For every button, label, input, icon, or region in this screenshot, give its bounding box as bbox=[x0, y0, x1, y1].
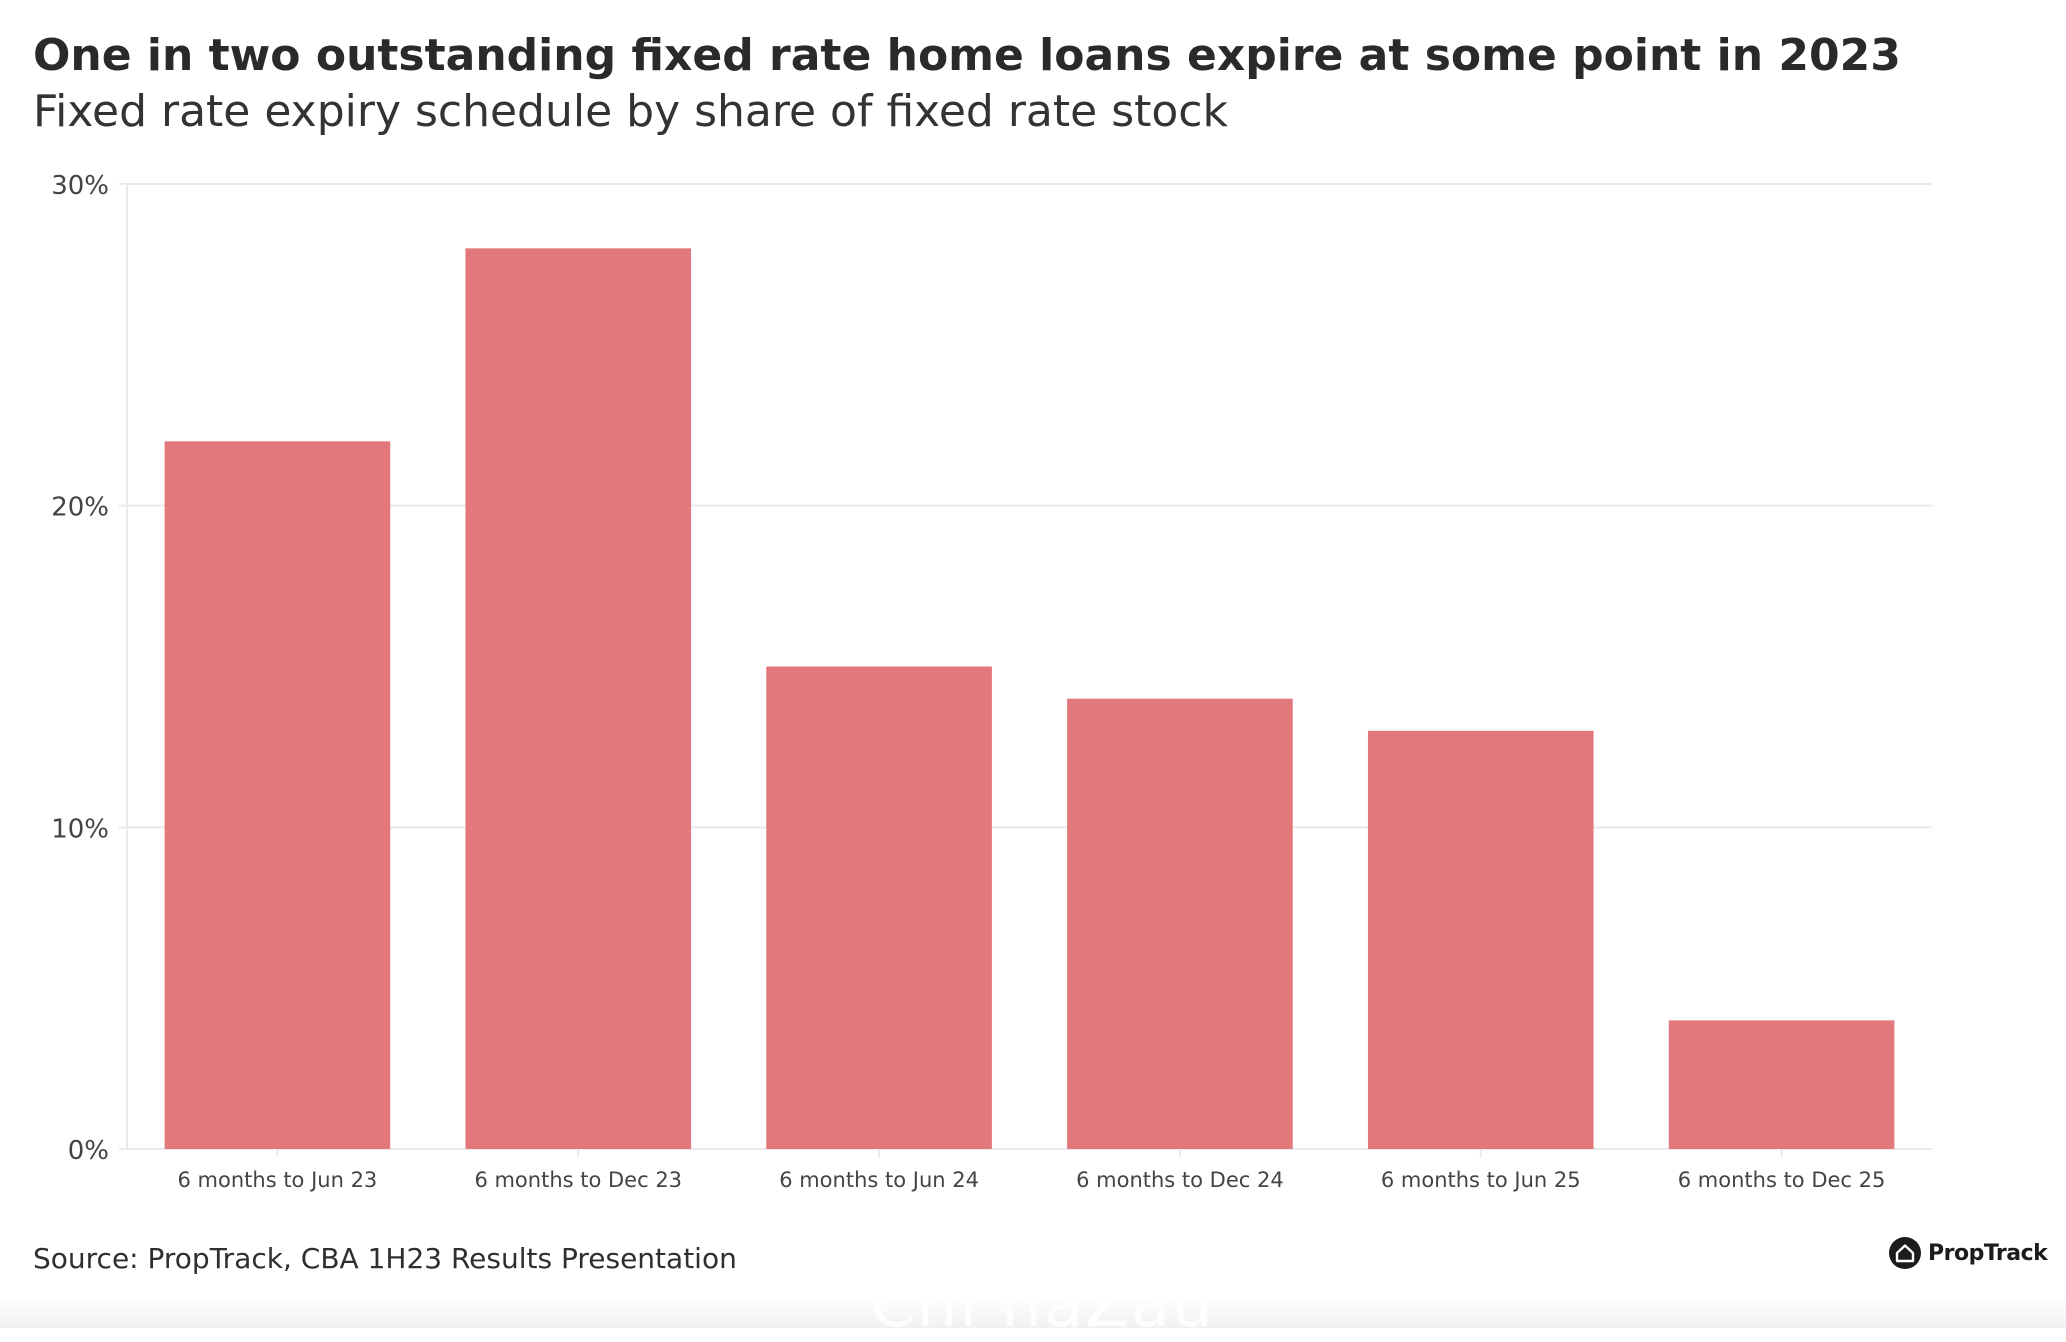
gridlines bbox=[119, 183, 1932, 1150]
chart-subtitle: Fixed rate expiry schedule by share of f… bbox=[33, 86, 1228, 137]
bar bbox=[1067, 698, 1293, 1149]
y-axis-ticks: 0% 10% 20% 30% bbox=[51, 171, 109, 1166]
x-tick-label: 6 months to Jun 24 bbox=[779, 1168, 979, 1192]
x-tick-label: 6 months to Dec 24 bbox=[1076, 1168, 1284, 1192]
bar bbox=[164, 441, 391, 1149]
x-axis-ticks: 6 months to Jun 23 6 months to Dec 23 6 mo… bbox=[178, 1149, 1886, 1192]
y-tick-label: 0% bbox=[68, 1136, 109, 1166]
bar bbox=[766, 666, 992, 1149]
footer-band bbox=[0, 1296, 2066, 1328]
bar bbox=[465, 248, 692, 1150]
y-tick-label: 20% bbox=[51, 493, 109, 523]
x-tick-label: 6 months to Jun 23 bbox=[178, 1168, 378, 1192]
house-circle-icon bbox=[1889, 1237, 1921, 1269]
bar bbox=[1367, 730, 1594, 1149]
bar-chart: 0%10%20%30% 6 months to Jun 23 6 months t… bbox=[51, 171, 1932, 1192]
x-tick-label: 6 months to Dec 25 bbox=[1678, 1168, 1886, 1192]
source-note: Source: PropTrack, CBA 1H23 Results Pres… bbox=[33, 1242, 737, 1275]
bars bbox=[164, 248, 1895, 1150]
x-tick-label: 6 months to Jun 25 bbox=[1381, 1168, 1581, 1192]
chart-title: One in two outstanding fixed rate home l… bbox=[33, 30, 1901, 81]
y-tick-label: 10% bbox=[51, 814, 109, 844]
bar bbox=[1668, 1020, 1895, 1149]
brand-name: PropTrack bbox=[1928, 1240, 2048, 1266]
x-tick-label: 6 months to Dec 23 bbox=[474, 1168, 682, 1192]
watermark: Chi naZau bbox=[870, 1268, 1215, 1342]
brand-logo: PropTrack bbox=[1888, 1236, 2048, 1270]
y-tick-label: 30% bbox=[51, 171, 109, 201]
